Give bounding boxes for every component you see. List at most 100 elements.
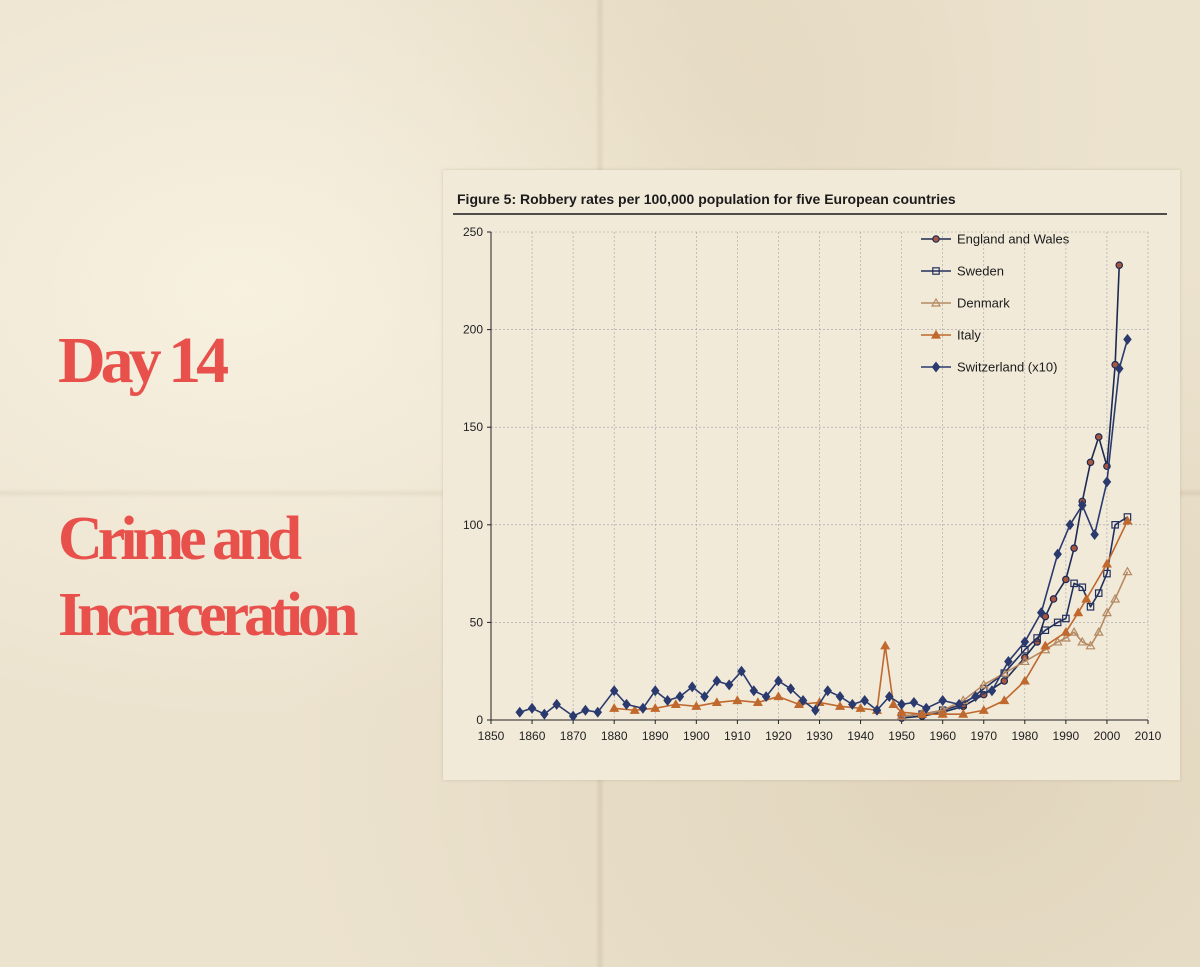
data-point-switzerland-x10	[1053, 548, 1062, 560]
data-point-switzerland-x10	[987, 685, 997, 697]
data-point-denmark	[958, 695, 969, 705]
chart-title: Figure 5: Robbery rates per 100,000 popu…	[457, 191, 956, 207]
data-point-denmark	[1122, 566, 1133, 576]
data-point-switzerland-x10	[1065, 519, 1075, 531]
data-point-switzerland-x10	[581, 704, 590, 716]
data-point-england-and-wales	[1049, 595, 1058, 603]
legend-marker	[932, 235, 940, 243]
legend-label: Denmark	[957, 296, 1010, 311]
data-point-sweden	[1086, 602, 1095, 611]
y-tick-label: 250	[463, 225, 483, 239]
topic-heading-line-1: Crime and	[58, 505, 302, 573]
data-point-denmark	[1101, 607, 1112, 617]
legend-marker	[930, 297, 942, 307]
legend: England and Wales Sweden Denmark Italy Switz…	[921, 232, 1070, 375]
data-point-switzerland-x10	[774, 675, 783, 687]
data-point-switzerland-x10	[663, 695, 672, 706]
data-point-denmark	[1085, 640, 1096, 650]
data-point-switzerland-x10	[872, 704, 882, 716]
data-point-switzerland-x10	[593, 706, 603, 718]
data-point-switzerland-x10	[1036, 607, 1046, 619]
data-point-italy	[752, 697, 763, 707]
data-point-switzerland-x10	[798, 695, 808, 706]
x-tick-label: 2000	[1094, 729, 1121, 743]
x-tick-label: 1850	[478, 729, 505, 743]
data-point-italy	[855, 703, 866, 712]
data-point-denmark	[1052, 636, 1063, 646]
data-point-italy	[1040, 640, 1051, 650]
data-point-denmark	[1093, 626, 1104, 636]
x-tick-label: 1940	[847, 729, 874, 743]
data-point-denmark	[1069, 626, 1080, 636]
data-point-switzerland-x10	[938, 695, 947, 706]
data-point-switzerland-x10	[1004, 655, 1013, 667]
data-point-denmark	[1019, 656, 1030, 666]
data-point-switzerland-x10	[638, 702, 648, 714]
data-point-switzerland-x10	[811, 704, 820, 716]
x-tick-label: 1920	[765, 729, 792, 743]
grid-layer	[491, 231, 1149, 720]
data-point-switzerland-x10	[1090, 529, 1099, 541]
data-point-switzerland-x10	[954, 698, 964, 710]
x-tick-label: 1890	[642, 729, 669, 743]
series-sweden	[897, 513, 1132, 720]
data-point-switzerland-x10	[712, 675, 722, 687]
y-tick-label: 200	[463, 323, 483, 337]
legend-item-england-and-wales: England and Wales	[921, 232, 1070, 247]
data-point-switzerland-x10	[1020, 636, 1030, 648]
data-point-denmark	[1110, 593, 1121, 603]
data-point-switzerland-x10	[622, 698, 631, 710]
data-point-sweden	[1103, 569, 1111, 578]
day-heading: Day 14	[58, 324, 229, 397]
data-point-italy	[834, 701, 846, 710]
data-point-italy	[1019, 675, 1030, 685]
legend-label: Switzerland (x10)	[957, 360, 1057, 375]
x-tick-label: 1870	[560, 729, 587, 743]
legend-item-switzerland-x10: Switzerland (x10)	[921, 360, 1057, 375]
data-point-sweden	[1070, 579, 1078, 588]
data-point-switzerland-x10	[1102, 476, 1112, 488]
topic-heading-line-2: Incarceration	[58, 580, 358, 649]
x-tick-label: 1860	[519, 729, 546, 743]
data-point-sweden	[1078, 583, 1087, 592]
data-point-italy	[732, 695, 743, 705]
data-point-italy	[1122, 515, 1133, 525]
data-point-switzerland-x10	[897, 698, 906, 710]
legend-marker	[931, 361, 941, 373]
data-point-sweden	[1062, 614, 1070, 623]
series-layer	[515, 261, 1133, 722]
data-point-england-and-wales	[1115, 261, 1124, 269]
data-point-switzerland-x10	[922, 702, 931, 714]
data-point-england-and-wales	[1062, 575, 1070, 584]
data-point-denmark	[1060, 632, 1071, 642]
data-point-sweden	[1094, 589, 1103, 597]
data-point-italy	[1081, 593, 1092, 603]
data-point-denmark	[1077, 636, 1088, 646]
data-point-sweden	[1033, 634, 1041, 642]
data-point-switzerland-x10	[909, 696, 919, 708]
series-line-switzerland-x10	[519, 339, 1129, 717]
x-tick-label: 1960	[929, 729, 956, 743]
data-point-england-and-wales	[1000, 677, 1009, 685]
data-point-italy	[1060, 626, 1071, 636]
data-point-switzerland-x10	[552, 698, 561, 710]
data-point-italy	[888, 699, 899, 708]
series-line-sweden	[901, 516, 1128, 717]
data-point-switzerland-x10	[860, 695, 869, 706]
x-tick-label: 1880	[601, 729, 628, 743]
y-tick-label: 50	[470, 615, 484, 629]
data-point-italy	[917, 708, 928, 718]
data-point-switzerland-x10	[835, 691, 845, 703]
y-tick-label: 100	[463, 518, 483, 532]
data-point-switzerland-x10	[515, 706, 525, 718]
data-point-italy	[978, 705, 989, 714]
y-tick-label: 150	[463, 420, 483, 434]
data-point-switzerland-x10	[823, 685, 832, 697]
x-tick-label: 1950	[888, 729, 915, 743]
data-point-sweden	[1111, 521, 1119, 529]
data-point-switzerland-x10	[540, 708, 549, 720]
x-tick-label: 1970	[970, 729, 997, 743]
data-point-switzerland-x10	[737, 665, 746, 677]
x-tick-label: 2010	[1135, 729, 1162, 743]
data-point-switzerland-x10	[1078, 499, 1087, 511]
